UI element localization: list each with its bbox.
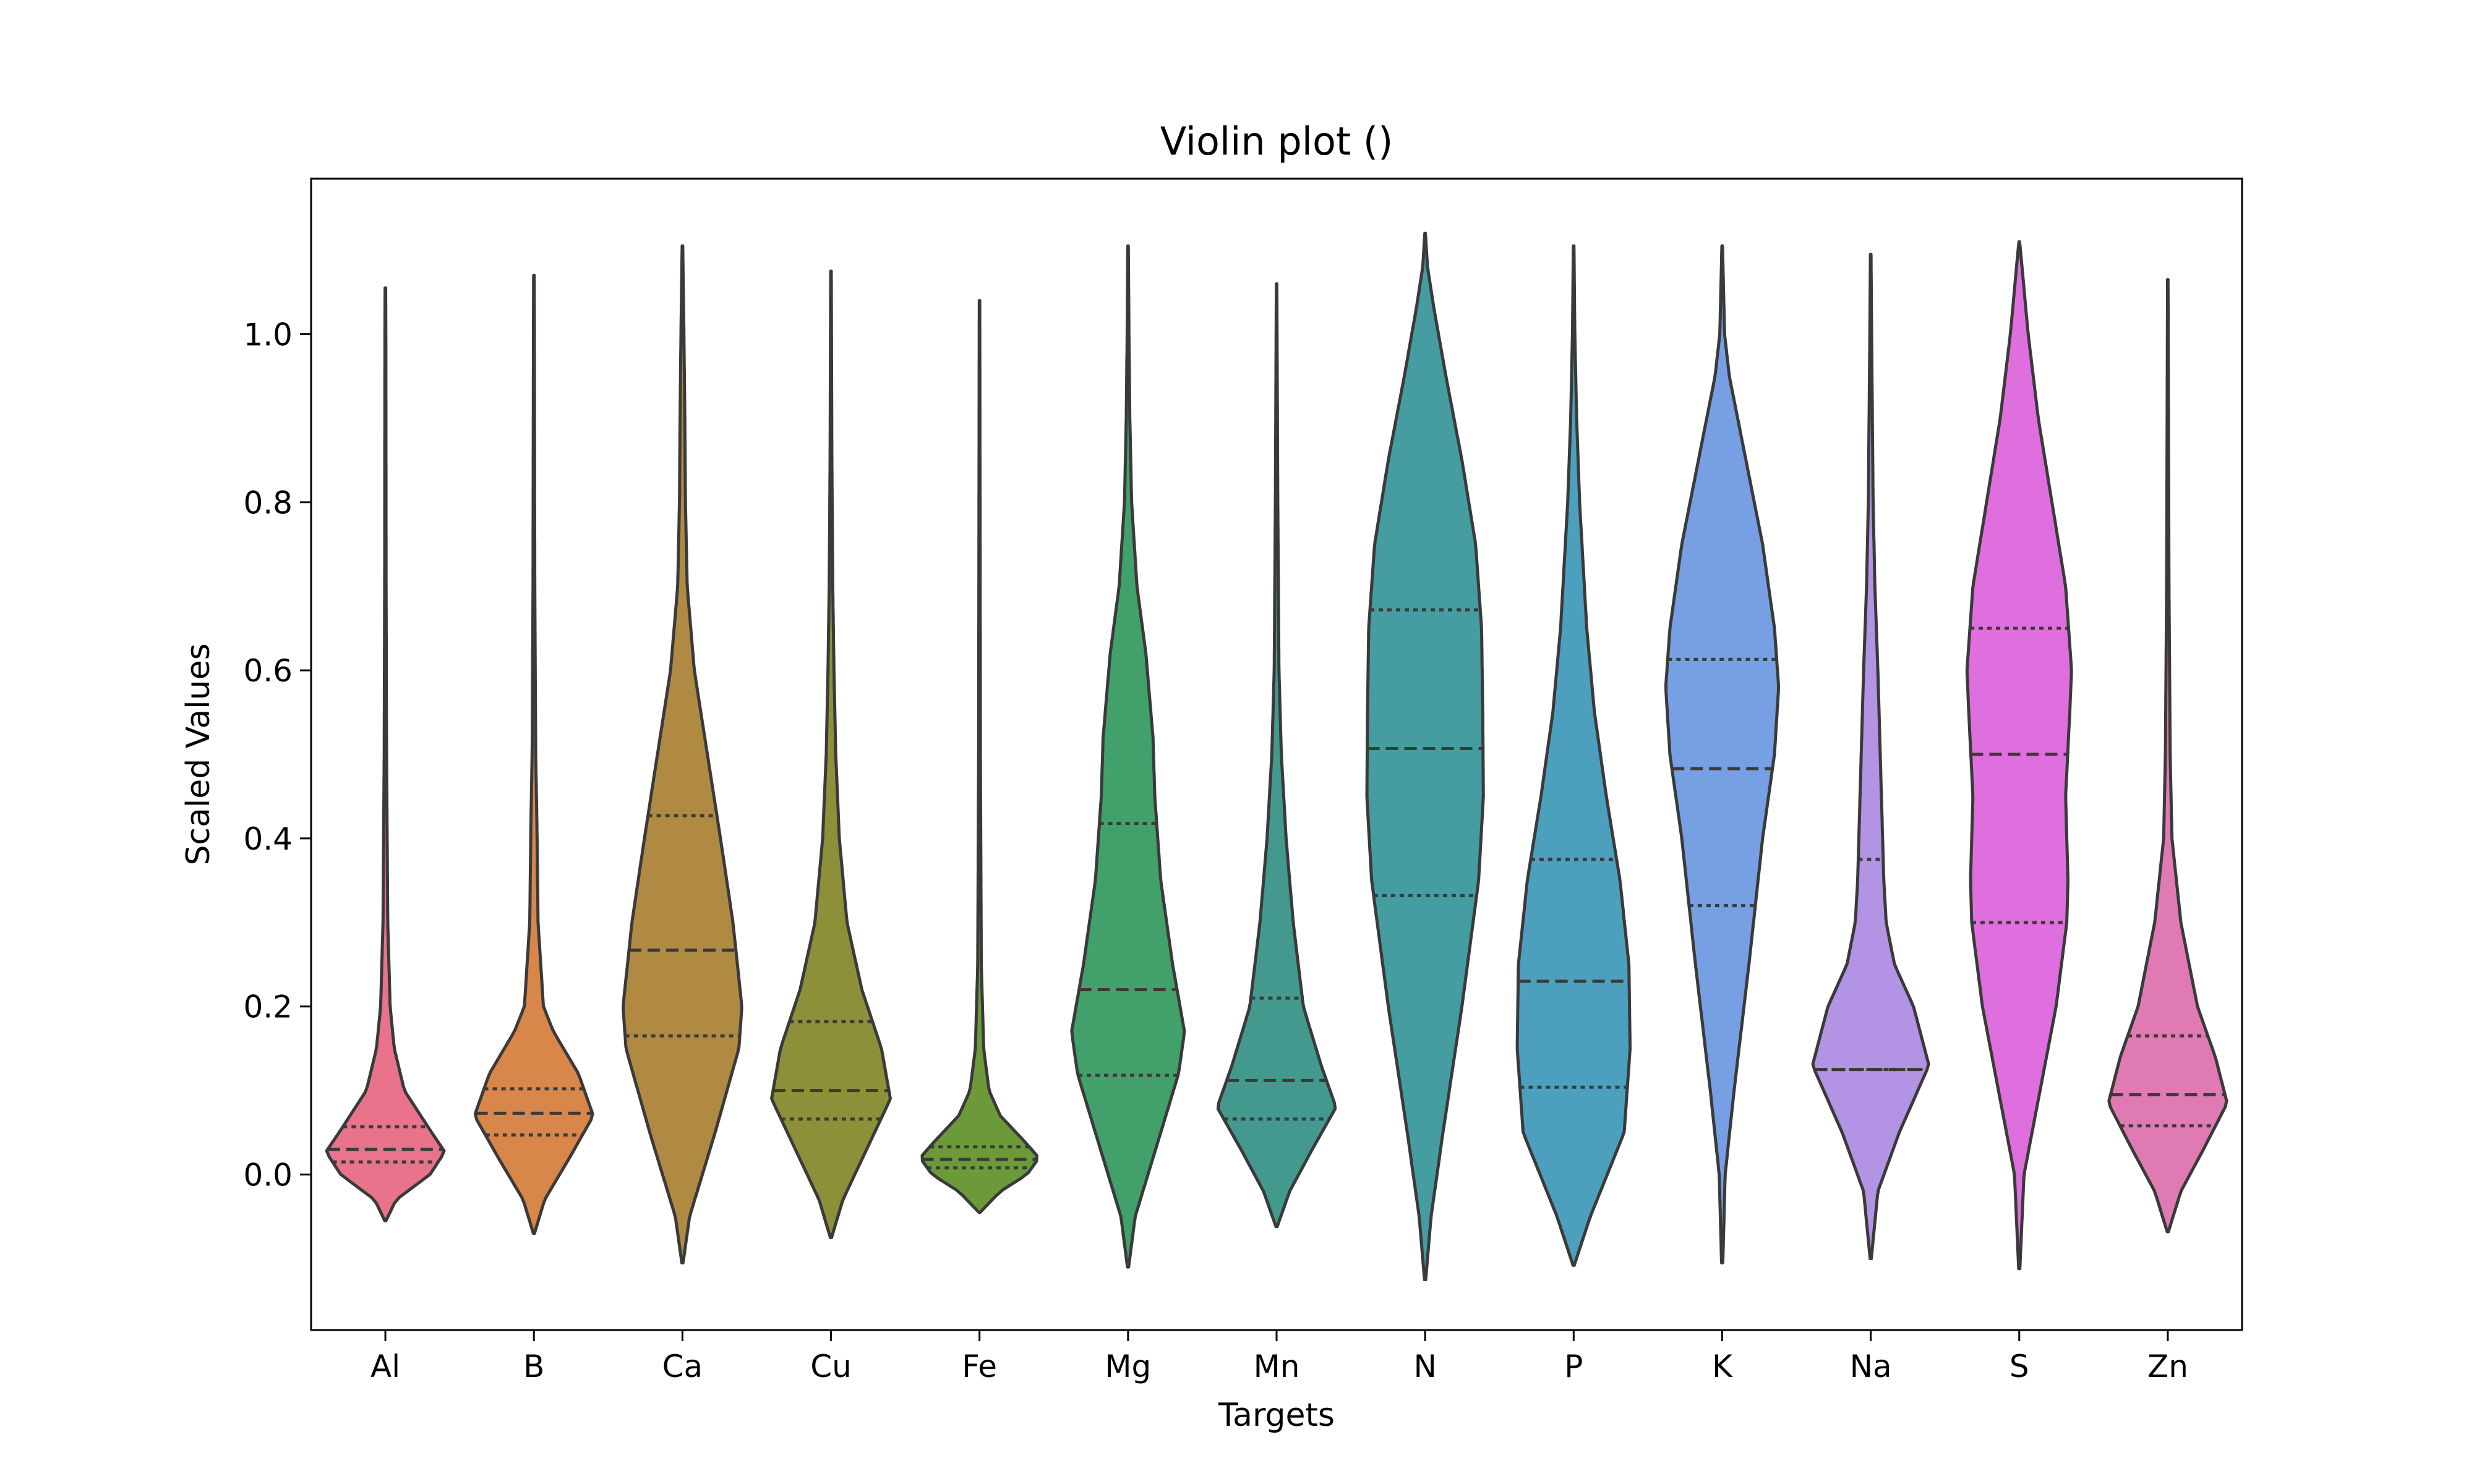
x-tick-label: Ca bbox=[662, 1349, 703, 1384]
violin-mg bbox=[1070, 244, 1186, 1269]
x-tick-label: Al bbox=[370, 1349, 400, 1384]
violin-body bbox=[1664, 244, 1780, 1264]
y-axis-label: Scaled Values bbox=[180, 643, 217, 865]
y-tick-label: 0.4 bbox=[243, 821, 293, 857]
violin-b bbox=[473, 273, 594, 1235]
x-tick-label: Zn bbox=[2147, 1349, 2188, 1384]
violin-body bbox=[2107, 278, 2228, 1234]
x-axis-label: Targets bbox=[1218, 1397, 1335, 1434]
violin-al bbox=[325, 286, 446, 1222]
violin-zn bbox=[2107, 278, 2228, 1234]
y-tick-label: 0.0 bbox=[243, 1158, 293, 1193]
y-tick-label: 0.2 bbox=[243, 989, 293, 1025]
violin-body bbox=[1070, 244, 1186, 1269]
x-axis: Al B Ca Cu Fe Mg Mn N P K Na S Zn bbox=[370, 1330, 2188, 1384]
violin-fe bbox=[920, 299, 1038, 1214]
x-tick-label: K bbox=[1712, 1349, 1733, 1384]
violins-group bbox=[325, 231, 2228, 1281]
chart-title: Violin plot () bbox=[1160, 119, 1393, 164]
violin-na bbox=[1811, 252, 1930, 1260]
violin-n bbox=[1365, 231, 1485, 1281]
violin-body bbox=[473, 273, 594, 1235]
violin-cu bbox=[770, 270, 892, 1239]
x-tick-label: Cu bbox=[810, 1349, 852, 1384]
violin-p bbox=[1515, 244, 1632, 1267]
x-tick-label: N bbox=[1413, 1349, 1436, 1384]
violin-body bbox=[1216, 282, 1337, 1229]
x-tick-label: P bbox=[1564, 1349, 1583, 1384]
x-tick-label: Mg bbox=[1105, 1349, 1151, 1384]
violin-s bbox=[1965, 240, 2073, 1271]
violin-body bbox=[770, 270, 892, 1239]
violin-mn bbox=[1216, 282, 1337, 1229]
x-tick-label: Fe bbox=[962, 1349, 997, 1384]
plot-frame bbox=[310, 177, 2243, 1331]
violin-body bbox=[1515, 244, 1632, 1267]
y-tick-label: 1.0 bbox=[243, 317, 293, 352]
x-tick-label: S bbox=[2010, 1349, 2029, 1384]
violin-body bbox=[1365, 231, 1485, 1281]
violin-body bbox=[920, 299, 1038, 1214]
violin-ca bbox=[622, 244, 743, 1264]
violin-body bbox=[622, 244, 743, 1264]
y-tick-label: 0.8 bbox=[243, 485, 293, 521]
violin-k bbox=[1664, 244, 1780, 1264]
violin-body bbox=[1811, 252, 1930, 1260]
y-tick-label: 0.6 bbox=[243, 653, 293, 689]
x-tick-label: Na bbox=[1850, 1349, 1892, 1384]
y-axis: 0.0 0.2 0.4 0.6 0.8 1.0 bbox=[243, 317, 311, 1193]
x-tick-label: Mn bbox=[1254, 1349, 1300, 1384]
violin-body bbox=[325, 286, 446, 1222]
x-tick-label: B bbox=[523, 1349, 544, 1384]
